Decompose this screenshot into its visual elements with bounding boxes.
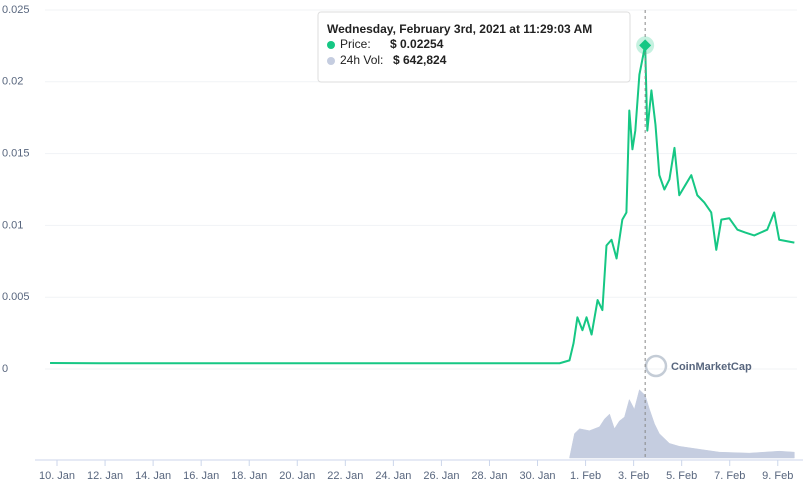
tooltip-value: $ 0.02254	[390, 37, 444, 51]
tooltip-label: Price:	[340, 37, 371, 51]
x-tick-label: 20. Jan	[279, 470, 315, 482]
x-tick-label: 22. Jan	[327, 470, 363, 482]
x-tick-label: 28. Jan	[471, 470, 507, 482]
watermark: CoinMarketCap	[671, 361, 752, 373]
tooltip: Wednesday, February 3rd, 2021 at 11:29:0…	[317, 11, 631, 83]
x-tick-label: 26. Jan	[423, 470, 459, 482]
tooltip-dot	[327, 41, 335, 49]
x-tick-label: 3. Feb	[618, 470, 649, 482]
hover-marker	[639, 39, 652, 52]
y-tick-label: 0	[2, 363, 8, 375]
tooltip-date: Wednesday, February 3rd, 2021 at 11:29:0…	[327, 22, 592, 36]
x-tick-label: 7. Feb	[714, 470, 745, 482]
y-tick-label: 0.02	[2, 76, 23, 88]
y-tick-label: 0.01	[2, 219, 23, 231]
x-tick-label: 12. Jan	[87, 470, 123, 482]
volume-area	[569, 389, 795, 459]
y-tick-label: 0.015	[2, 148, 30, 160]
x-tick-label: 10. Jan	[39, 470, 75, 482]
tooltip-label: 24h Vol:	[340, 53, 383, 67]
x-tick-label: 18. Jan	[231, 470, 267, 482]
y-tick-label: 0.025	[2, 4, 30, 16]
watermark-logo	[644, 354, 668, 378]
x-tick-label: 14. Jan	[135, 470, 171, 482]
x-tick-label: 16. Jan	[183, 470, 219, 482]
x-tick-label: 5. Feb	[666, 470, 697, 482]
x-tick-label: 1. Feb	[570, 470, 601, 482]
tooltip-box	[317, 11, 631, 83]
tooltip-value: $ 642,824	[393, 53, 447, 67]
tooltip-dot	[327, 57, 335, 65]
price-line	[50, 44, 795, 365]
x-tick-label: 9. Feb	[762, 470, 793, 482]
x-tick-label: 30. Jan	[519, 470, 555, 482]
x-tick-label: 24. Jan	[375, 470, 411, 482]
y-tick-label: 0.005	[2, 291, 30, 303]
